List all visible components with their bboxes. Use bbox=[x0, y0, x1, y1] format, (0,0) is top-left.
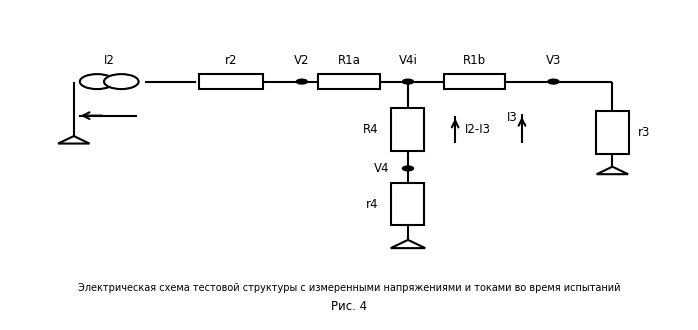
Bar bbox=[392, 183, 424, 225]
Circle shape bbox=[548, 79, 559, 84]
Bar bbox=[199, 74, 263, 89]
Circle shape bbox=[104, 74, 139, 89]
Text: V4: V4 bbox=[374, 162, 390, 175]
Bar bbox=[444, 74, 505, 89]
Polygon shape bbox=[391, 240, 425, 248]
Text: R4: R4 bbox=[362, 123, 378, 136]
Text: Рис. 4: Рис. 4 bbox=[331, 300, 367, 313]
Polygon shape bbox=[597, 167, 628, 174]
Text: Электрическая схема тестовой структуры с измеренными напряжениями и токами во вр: Электрическая схема тестовой структуры с… bbox=[77, 282, 621, 293]
Text: r2: r2 bbox=[225, 54, 237, 67]
Polygon shape bbox=[58, 136, 89, 144]
Bar bbox=[392, 108, 424, 150]
Text: I2-I3: I2-I3 bbox=[465, 123, 491, 136]
Text: R1b: R1b bbox=[463, 54, 487, 67]
Circle shape bbox=[297, 79, 307, 84]
Text: I2: I2 bbox=[104, 54, 114, 67]
Circle shape bbox=[80, 74, 114, 89]
Circle shape bbox=[403, 166, 413, 171]
Text: r4: r4 bbox=[366, 198, 378, 211]
Circle shape bbox=[403, 79, 413, 84]
Text: V4i: V4i bbox=[399, 54, 417, 67]
Text: V3: V3 bbox=[546, 54, 561, 67]
Text: R1a: R1a bbox=[338, 54, 360, 67]
Text: r3: r3 bbox=[637, 126, 650, 139]
Bar bbox=[596, 112, 629, 154]
Bar bbox=[318, 74, 380, 89]
Text: V2: V2 bbox=[294, 54, 310, 67]
Text: I3: I3 bbox=[507, 111, 518, 124]
